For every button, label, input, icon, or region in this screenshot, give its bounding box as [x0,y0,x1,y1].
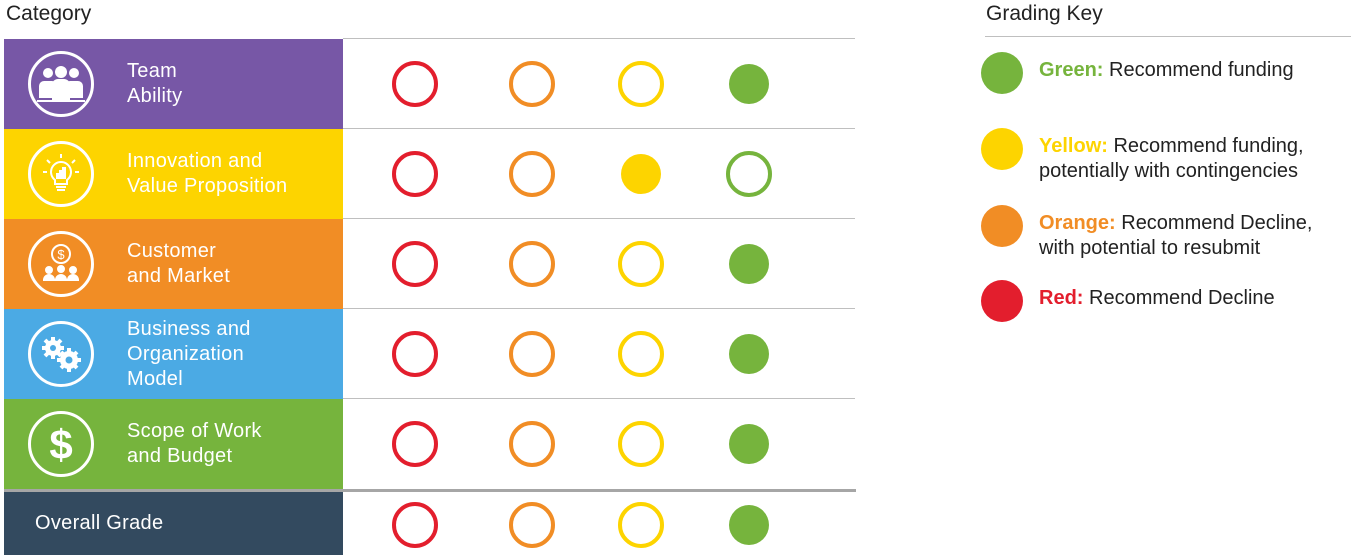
overall-green-grade-circle [729,505,769,545]
category-cell: Innovation and Value Proposition [4,129,343,219]
green-grade-circle [729,244,769,284]
key-green-dot [981,52,1023,94]
category-row: $ Customer and Market [4,219,855,309]
yellow-grade-circle [618,331,664,377]
table-top-rule [343,38,855,39]
key-description: Recommend funding, potentially with cont… [1039,135,1304,182]
key-description: Recommend Decline, with potential to res… [1039,212,1313,259]
key-color-name: Yellow: [1039,135,1108,157]
category-row: Business and Organization Model [4,309,855,399]
key-yellow-text: Yellow: Recommend funding, potentially w… [1039,134,1304,184]
customer-money-icon: $ [28,231,94,297]
key-color-name: Red: [1039,287,1084,309]
orange-grade-circle [509,61,555,107]
key-description: Recommend Decline [1083,287,1275,309]
category-cell: $ Customer and Market [4,219,343,309]
orange-grade-circle [509,331,555,377]
category-header: Category [6,2,92,25]
key-color-name: Green: [1039,59,1104,81]
red-grade-circle [392,421,438,467]
category-label: Business and Organization Model [127,317,251,390]
orange-grade-circle [509,151,555,197]
gears-icon [28,321,94,387]
category-label: Innovation and Value Proposition [127,150,288,197]
orange-grade-circle [509,241,555,287]
key-yellow-dot [981,128,1023,170]
category-cell: Business and Organization Model [4,309,343,399]
grading-key-rule [985,36,1351,37]
overall-red-grade-circle [392,502,438,548]
green-grade-circle [729,64,769,104]
overall-grade-label: Overall Grade [35,512,164,534]
dollar-icon: $ [28,411,94,477]
red-grade-circle [392,151,438,197]
yellow-grade-circle [621,154,661,194]
red-grade-circle [392,61,438,107]
row-divider [343,398,855,399]
green-grade-circle [729,334,769,374]
overall-grade-cell: Overall Grade [4,492,343,555]
category-row: Innovation and Value Proposition [4,129,855,219]
svg-text:$: $ [49,422,72,466]
category-cell: $ Scope of Work and Budget [4,399,343,489]
key-orange-text: Orange: Recommend Decline, with potentia… [1039,211,1312,261]
svg-text:$: $ [57,247,65,262]
green-grade-circle [726,151,772,197]
key-green-text: Green: Recommend funding [1039,58,1294,83]
key-color-name: Orange: [1039,212,1116,234]
grading-key-title: Grading Key [986,2,1103,25]
lightbulb-icon [28,141,94,207]
key-red-text: Red: Recommend Decline [1039,286,1275,311]
row-divider [343,308,855,309]
key-description: Recommend funding [1103,59,1294,81]
row-divider [343,218,855,219]
team-icon [28,51,94,117]
key-red-dot [981,280,1023,322]
red-grade-circle [392,241,438,287]
yellow-grade-circle [618,241,664,287]
category-cell: Team Ability [4,39,343,129]
key-orange-dot [981,205,1023,247]
category-row: $ Scope of Work and Budget [4,399,855,489]
yellow-grade-circle [618,421,664,467]
category-label: Scope of Work and Budget [127,420,262,467]
orange-grade-circle [509,421,555,467]
category-label: Customer and Market [127,240,231,287]
overall-orange-grade-circle [509,502,555,548]
overall-divider [4,489,856,492]
category-label: Team Ability [127,60,183,107]
row-divider [343,128,855,129]
yellow-grade-circle [618,61,664,107]
red-grade-circle [392,331,438,377]
overall-yellow-grade-circle [618,502,664,548]
green-grade-circle [729,424,769,464]
category-row: Team Ability [4,39,855,129]
